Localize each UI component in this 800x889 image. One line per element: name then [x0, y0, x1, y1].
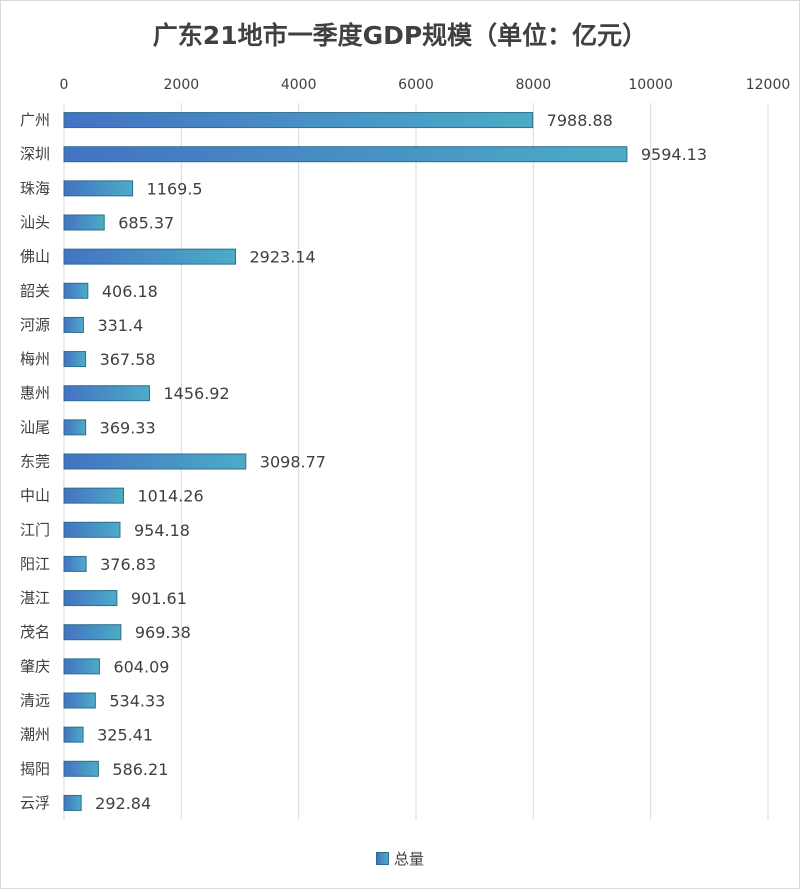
value-label: 331.4	[97, 316, 143, 335]
category-label: 潮州	[20, 726, 50, 744]
category-label: 阳江	[20, 555, 50, 573]
bar	[63, 487, 125, 504]
value-label: 685.37	[118, 214, 174, 233]
bar	[63, 726, 84, 743]
value-label: 1014.26	[138, 487, 204, 506]
category-label: 惠州	[20, 384, 50, 402]
category-label: 东莞	[20, 453, 50, 471]
bar	[63, 385, 150, 402]
x-tick-label: 6000	[398, 77, 434, 93]
bar	[63, 692, 96, 709]
category-label: 汕头	[20, 214, 50, 232]
bar	[63, 624, 122, 641]
bar	[63, 419, 87, 436]
value-label: 406.18	[102, 282, 158, 301]
bar	[63, 282, 89, 299]
x-tick-label: 2000	[164, 77, 200, 93]
category-label: 肇庆	[20, 657, 50, 675]
category-label: 深圳	[20, 145, 50, 163]
value-label: 604.09	[113, 657, 169, 676]
value-label: 1169.5	[147, 179, 203, 198]
bar	[63, 248, 236, 265]
category-label: 汕尾	[20, 418, 50, 436]
category-label: 中山	[20, 487, 50, 505]
category-label: 清远	[20, 692, 50, 710]
chart-title: 广东21地市一季度GDP规模（单位：亿元）	[152, 21, 648, 50]
value-label: 369.33	[100, 418, 156, 437]
value-label: 3098.77	[260, 453, 326, 472]
category-label: 广州	[20, 111, 50, 129]
category-label: 珠海	[20, 179, 50, 197]
value-label: 9594.13	[641, 145, 707, 164]
bar	[63, 180, 134, 197]
value-label: 367.58	[100, 350, 156, 369]
bar	[63, 794, 82, 811]
bar	[63, 760, 99, 777]
legend: 总量	[0, 848, 800, 869]
category-label: 茂名	[20, 623, 50, 641]
category-label: 江门	[20, 521, 50, 539]
x-tick-label: 0	[60, 77, 69, 93]
legend-label: 总量	[393, 850, 424, 868]
legend-swatch	[375, 852, 389, 865]
value-label: 534.33	[109, 692, 165, 711]
bar	[63, 555, 87, 572]
x-tick-label: 12000	[746, 77, 791, 93]
category-label: 湛江	[20, 589, 50, 607]
value-label: 2923.14	[249, 248, 315, 267]
bar	[63, 590, 118, 607]
x-tick-label: 10000	[628, 77, 673, 93]
bar	[63, 658, 100, 675]
category-label: 云浮	[20, 794, 50, 812]
value-label: 7988.88	[547, 111, 613, 130]
category-label: 韶关	[20, 282, 50, 300]
category-label: 河源	[20, 316, 50, 334]
category-label: 佛山	[20, 248, 50, 266]
category-label: 梅州	[20, 350, 50, 368]
x-tick-label: 4000	[281, 77, 317, 93]
value-label: 969.38	[135, 623, 191, 642]
value-label: 901.61	[131, 589, 187, 608]
value-label: 376.83	[100, 555, 156, 574]
bar	[63, 351, 87, 368]
value-label: 292.84	[95, 794, 151, 813]
bar	[63, 214, 105, 231]
bar	[63, 453, 247, 470]
value-label: 1456.92	[163, 384, 229, 403]
value-label: 586.21	[112, 760, 168, 779]
value-label: 954.18	[134, 521, 190, 540]
category-label: 揭阳	[20, 760, 50, 778]
bar	[63, 112, 534, 129]
bar	[63, 146, 628, 163]
value-label: 325.41	[97, 726, 153, 745]
x-tick-label: 8000	[516, 77, 552, 93]
bar	[63, 521, 121, 538]
bar	[63, 316, 84, 333]
